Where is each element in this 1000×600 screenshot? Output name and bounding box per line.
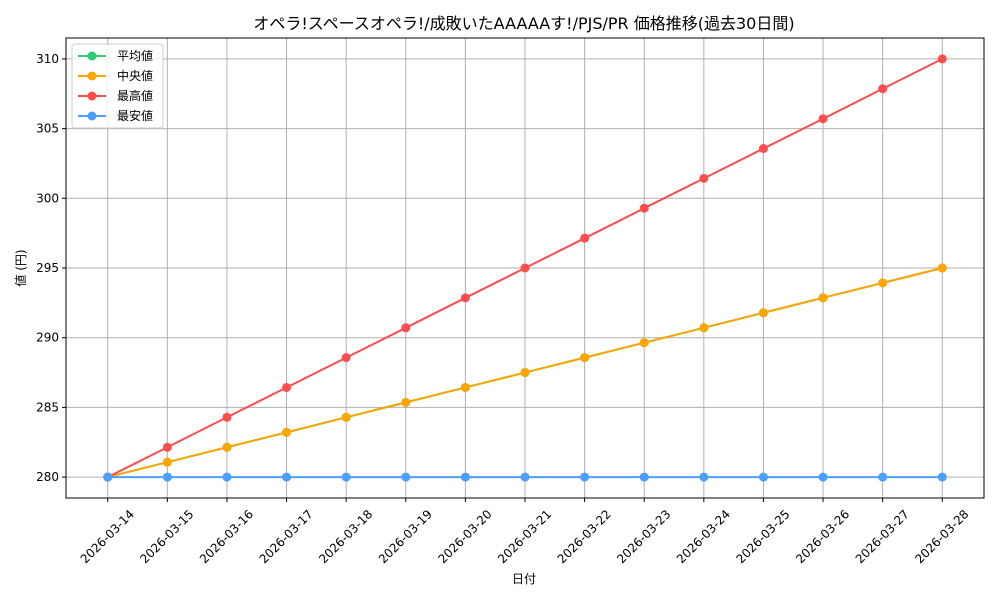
data-point [758,144,768,154]
data-point [103,472,113,482]
data-point [937,472,947,482]
data-point [222,412,232,422]
series-1 [103,263,947,482]
data-point [401,472,411,482]
y-tick-label: 305 [36,122,59,136]
data-point [282,427,292,437]
data-point [162,457,172,467]
data-point [162,472,172,482]
data-point [937,263,947,273]
data-point [818,293,828,303]
legend-label: 最安値 [117,108,153,123]
data-point [878,84,888,94]
y-tick-label: 290 [36,331,59,345]
x-axis-label: 日付 [512,572,536,586]
data-point [460,382,470,392]
y-tick-label: 300 [36,191,59,205]
series-3 [103,472,947,482]
data-point [341,472,351,482]
data-point [639,338,649,348]
legend-marker [87,51,97,61]
data-point [818,114,828,124]
y-axis: 280 285 290 295 300 305 310 [36,52,66,484]
data-point [341,353,351,363]
data-point [580,472,590,482]
data-point [520,263,530,273]
legend-marker [87,71,97,81]
data-point [937,54,947,64]
data-point [699,173,709,183]
series-2 [103,54,947,482]
data-point [520,368,530,378]
legend-label: 中央値 [117,68,153,83]
data-point [401,397,411,407]
data-point [580,353,590,363]
data-point [460,472,470,482]
data-point [580,233,590,243]
y-tick-label: 280 [36,470,59,484]
data-point [639,472,649,482]
legend-marker [87,111,97,121]
legend-marker [87,91,97,101]
data-point [878,472,888,482]
legend-label: 平均値 [117,48,153,63]
series-group [103,54,947,482]
data-point [818,472,828,482]
y-axis-label: 値 (円) [13,249,28,286]
legend-box [71,43,164,129]
data-point [758,308,768,318]
y-tick-label: 310 [36,52,59,66]
data-point [222,472,232,482]
data-point [401,323,411,333]
data-point [162,442,172,452]
data-point [758,472,768,482]
data-point [878,278,888,288]
data-point [460,293,470,303]
data-point [341,412,351,422]
data-point [520,472,530,482]
data-point [699,323,709,333]
y-tick-label: 295 [36,261,59,275]
legend-label: 最高値 [117,88,153,103]
chart-title: オペラ!スペースオペラ!/成敗いたAAAAAす!/PJS/PR 価格推移(過去3… [253,14,794,33]
data-point [222,442,232,452]
data-point [639,203,649,213]
data-point [282,472,292,482]
y-tick-label: 285 [36,400,59,414]
data-point [699,472,709,482]
data-point [282,382,292,392]
